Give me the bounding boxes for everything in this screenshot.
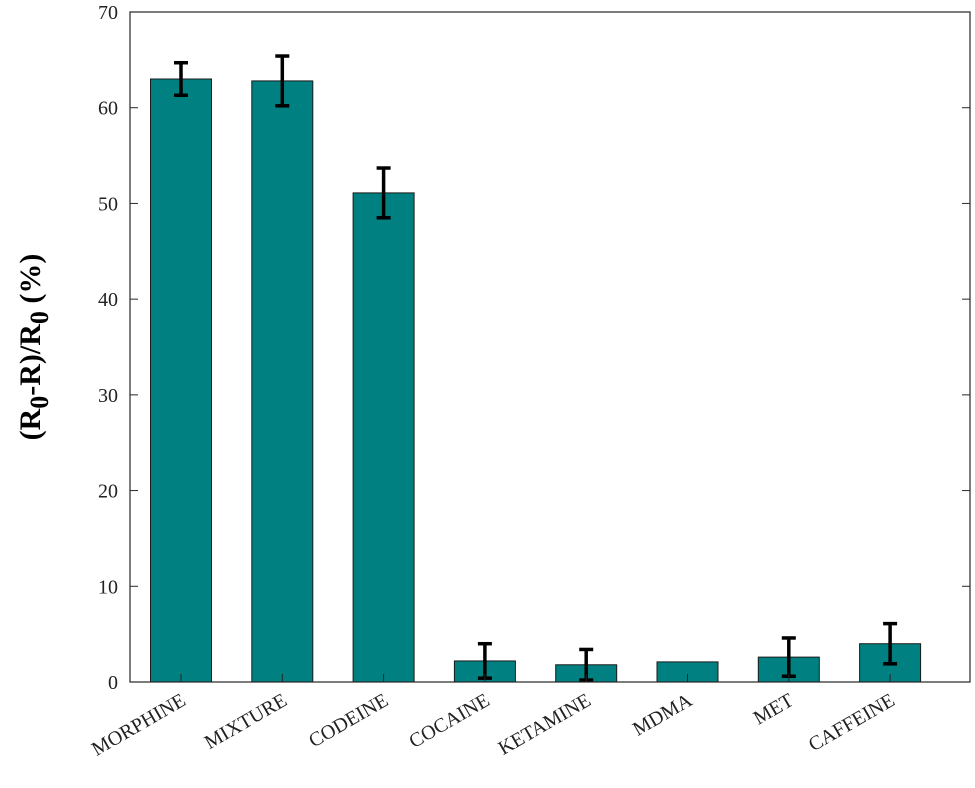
x-tick-label-met: MET [750, 689, 798, 729]
plot-frame [129, 11, 971, 683]
x-tick-label-morphine: MORPHINE [88, 689, 189, 760]
x-tick-label-ketamine: KETAMINE [495, 689, 595, 759]
error-bar-mixture [275, 54, 290, 108]
x-axis-ticks: MORPHINE MIXTURE CODEINE COCAINE KETAMINE MDM… [88, 674, 899, 761]
y-tick-label: 20 [98, 481, 118, 503]
y-tick-label: 60 [98, 98, 118, 120]
y-tick-label: 10 [98, 576, 118, 598]
bar-codeine [352, 192, 415, 683]
x-tick-label-cocaine: COCAINE [405, 689, 493, 752]
error-bar-morphine [174, 60, 188, 98]
bars-group [150, 78, 922, 683]
bar-mixture [251, 80, 314, 683]
y-axis-ticks: 0 10 20 30 40 50 60 70 [98, 2, 970, 694]
error-bar-codeine [376, 166, 391, 220]
x-tick-label-codeine: CODEINE [305, 689, 392, 752]
y-tick-label: 40 [98, 289, 118, 311]
y-tick-label: 0 [108, 672, 118, 694]
y-tick-label: 50 [98, 193, 118, 215]
bar-morphine [150, 78, 212, 683]
y-tick-label: 70 [98, 2, 118, 24]
x-tick-label-caffeine: CAFFEINE [805, 689, 899, 756]
y-axis-label: (R0-R)/R0 (%) [14, 254, 54, 441]
x-tick-label-mixture: MIXTURE [201, 689, 291, 754]
y-tick-label: 30 [98, 385, 118, 407]
error-bar-caffeine [883, 621, 898, 666]
x-tick-label-mdma: MDMA [629, 689, 696, 741]
